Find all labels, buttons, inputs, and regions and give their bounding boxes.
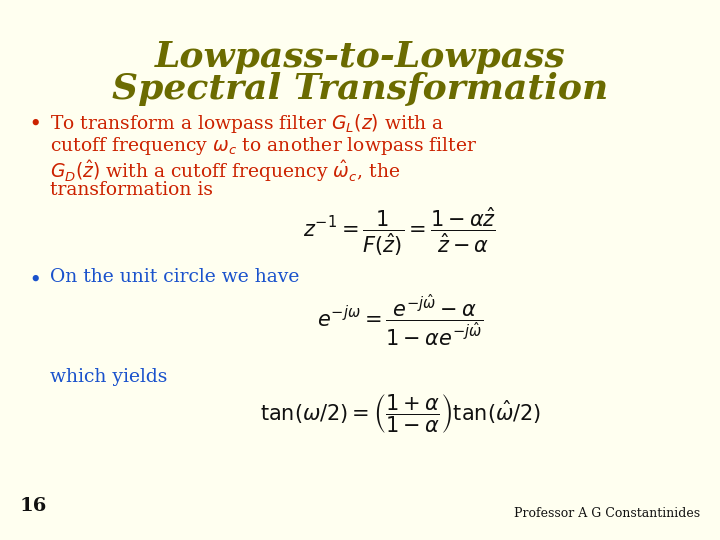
Text: To transform a lowpass filter $G_L(z)$ with a: To transform a lowpass filter $G_L(z)$ w… <box>50 112 444 135</box>
Text: On the unit circle we have: On the unit circle we have <box>50 268 300 286</box>
Text: cutoff frequency $\omega_c$ to another lowpass filter: cutoff frequency $\omega_c$ to another l… <box>50 135 477 157</box>
Text: 16: 16 <box>20 497 48 515</box>
Text: which yields: which yields <box>50 368 167 386</box>
Text: $\bullet$: $\bullet$ <box>28 268 40 288</box>
Text: transformation is: transformation is <box>50 181 213 199</box>
Text: $z^{-1} = \dfrac{1}{F(\hat{z})} = \dfrac{1 - \alpha\hat{z}}{\hat{z} - \alpha}$: $z^{-1} = \dfrac{1}{F(\hat{z})} = \dfrac… <box>303 205 497 258</box>
Text: Professor A G Constantinides: Professor A G Constantinides <box>514 507 700 520</box>
Text: Spectral Transformation: Spectral Transformation <box>112 72 608 106</box>
Text: Lowpass-to-Lowpass: Lowpass-to-Lowpass <box>155 40 565 74</box>
Text: $\tan(\omega/2) = \left(\dfrac{1+\alpha}{1-\alpha}\right)\tan(\hat{\omega}/2)$: $\tan(\omega/2) = \left(\dfrac{1+\alpha}… <box>260 392 541 435</box>
Text: $G_D(\hat{z})$ with a cutoff frequency $\hat{\omega}_c$, the: $G_D(\hat{z})$ with a cutoff frequency $… <box>50 158 400 184</box>
Text: $e^{-j\omega} = \dfrac{e^{-j\hat{\omega}} - \alpha}{1 - \alpha e^{-j\hat{\omega}: $e^{-j\omega} = \dfrac{e^{-j\hat{\omega}… <box>317 292 483 348</box>
Text: $\bullet$: $\bullet$ <box>28 112 40 132</box>
